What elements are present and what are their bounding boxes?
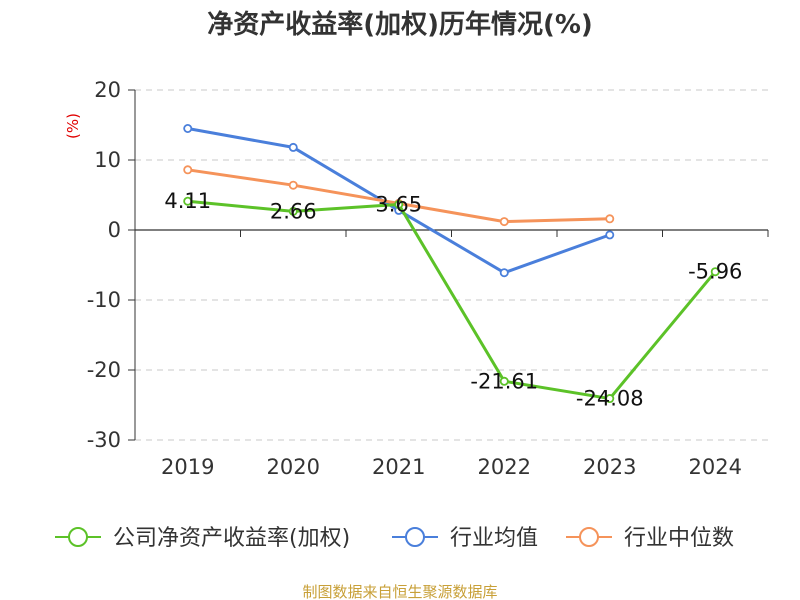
y-tick-label: -10 bbox=[87, 288, 121, 312]
x-tick-label: 2024 bbox=[689, 455, 742, 479]
legend-marker bbox=[68, 527, 88, 547]
data-label: 4.11 bbox=[164, 189, 211, 213]
data-point bbox=[288, 142, 298, 152]
data-label: 2.66 bbox=[270, 199, 317, 223]
series-line-0 bbox=[187, 199, 717, 401]
data-point bbox=[499, 376, 509, 386]
data-label: 3.65 bbox=[375, 192, 422, 216]
data-point bbox=[499, 217, 509, 227]
legend-marker bbox=[405, 527, 425, 547]
data-point bbox=[605, 230, 615, 240]
x-tick-label: 2022 bbox=[478, 455, 531, 479]
y-tick-label: -20 bbox=[87, 358, 121, 382]
source-note: 制图数据来自恒生聚源数据库 bbox=[302, 583, 497, 600]
data-point bbox=[710, 267, 720, 277]
x-tick-label: 2023 bbox=[583, 455, 636, 479]
x-tick-label: 2021 bbox=[372, 455, 425, 479]
legend-marker bbox=[579, 527, 599, 547]
y-tick-label: -30 bbox=[87, 428, 121, 452]
y-tick-label: 10 bbox=[94, 148, 121, 172]
data-label: -21.61 bbox=[470, 369, 538, 393]
chart-title: 净资产收益率(加权)历年情况(%) bbox=[207, 9, 593, 40]
data-point bbox=[288, 180, 298, 190]
data-label: -24.08 bbox=[576, 387, 644, 411]
legend-label: 行业均值 bbox=[450, 526, 538, 551]
data-point bbox=[394, 199, 404, 209]
x-tick-label: 2020 bbox=[267, 455, 320, 479]
y-tick-label: 0 bbox=[108, 218, 121, 242]
data-point bbox=[183, 165, 193, 175]
legend-label: 行业中位数 bbox=[624, 526, 734, 551]
data-point bbox=[499, 268, 509, 278]
data-label: -5.96 bbox=[688, 260, 742, 284]
x-tick-label: 2019 bbox=[161, 455, 214, 479]
y-tick-label: 20 bbox=[94, 78, 121, 102]
data-point bbox=[288, 206, 298, 216]
y-axis-label: (%) bbox=[64, 113, 82, 139]
data-point bbox=[605, 214, 615, 224]
legend-label: 公司净资产收益率(加权) bbox=[113, 526, 350, 551]
data-point bbox=[605, 394, 615, 404]
data-point bbox=[183, 196, 193, 206]
data-point bbox=[183, 124, 193, 134]
